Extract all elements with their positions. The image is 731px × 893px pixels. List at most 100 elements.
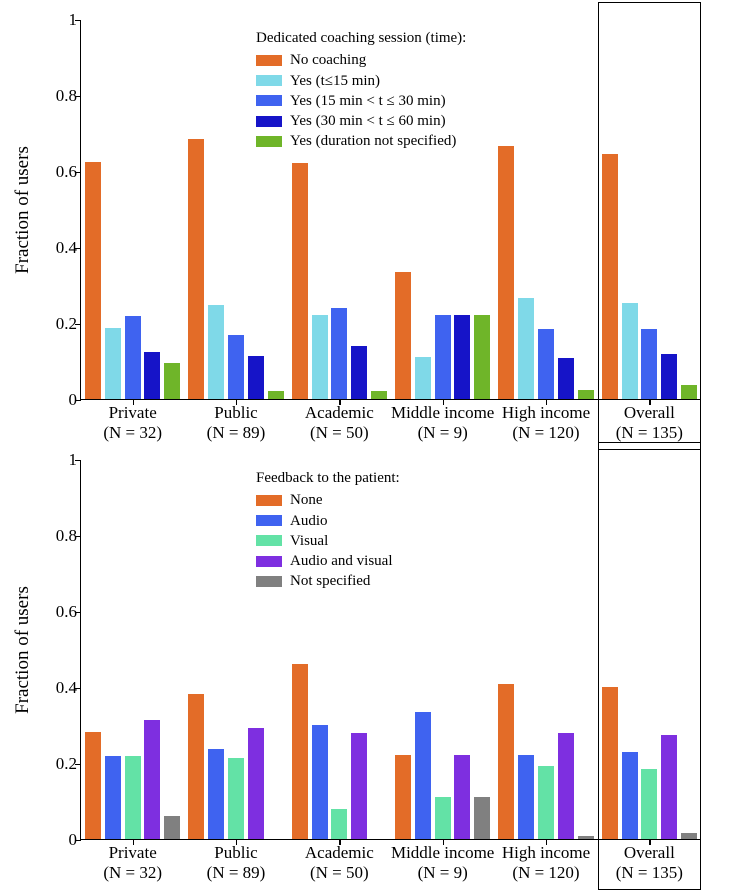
bar — [292, 664, 308, 839]
bar — [268, 391, 284, 399]
bar — [578, 836, 594, 839]
legend-item: None — [256, 490, 400, 510]
legend-label: No coaching — [290, 50, 366, 70]
bar — [518, 298, 534, 399]
ytick-label: 1 — [39, 450, 77, 470]
bar — [188, 694, 204, 839]
bar — [312, 315, 328, 399]
bar — [474, 315, 490, 399]
bar — [208, 749, 224, 839]
bar — [248, 356, 264, 399]
legend-item: Audio — [256, 511, 400, 531]
bar — [395, 755, 411, 839]
bar — [248, 728, 264, 839]
legend-label: Yes (30 min < t ≤ 60 min) — [290, 111, 446, 131]
legend-label: Yes (duration not specified) — [290, 131, 456, 151]
bar — [602, 154, 618, 399]
legend-label: Audio — [290, 511, 328, 531]
legend: Dedicated coaching session (time):No coa… — [256, 28, 466, 152]
bar — [661, 735, 677, 840]
legend-swatch — [256, 55, 282, 66]
bar — [351, 346, 367, 399]
legend-item: Audio and visual — [256, 551, 400, 571]
bar — [85, 162, 101, 400]
ytick-label: 0.6 — [39, 162, 77, 182]
bar — [454, 755, 470, 839]
bar — [105, 328, 121, 399]
ytick-label: 0.4 — [39, 238, 77, 258]
bar — [454, 315, 470, 399]
bar — [558, 733, 574, 839]
bar — [125, 316, 141, 399]
bar — [622, 752, 638, 839]
bar — [518, 755, 534, 839]
bar — [144, 352, 160, 400]
legend-title: Dedicated coaching session (time): — [256, 28, 466, 48]
bar — [661, 354, 677, 399]
bar — [538, 329, 554, 399]
legend-swatch — [256, 95, 282, 106]
bar — [292, 163, 308, 399]
bar — [85, 732, 101, 839]
y-axis-label: Fraction of users — [12, 586, 34, 714]
ytick-label: 1 — [39, 10, 77, 30]
bar — [371, 391, 387, 399]
legend-label: None — [290, 490, 323, 510]
legend-title: Feedback to the patient: — [256, 468, 400, 488]
bar — [188, 139, 204, 399]
bar — [208, 305, 224, 399]
bar — [415, 357, 431, 399]
bar — [681, 833, 697, 839]
bar — [474, 797, 490, 839]
bar — [538, 766, 554, 839]
figure-container: 00.20.40.60.81Fraction of usersPrivate(N… — [0, 0, 731, 893]
bar — [558, 358, 574, 399]
plot-area: 00.20.40.60.81Fraction of usersPrivate(N… — [80, 460, 700, 840]
legend-swatch — [256, 136, 282, 147]
ytick-label: 0.8 — [39, 86, 77, 106]
bar — [144, 720, 160, 839]
bar — [395, 272, 411, 399]
legend-item: Yes (duration not specified) — [256, 131, 466, 151]
bar — [105, 756, 121, 839]
bar — [312, 725, 328, 839]
bar — [641, 329, 657, 399]
bar — [622, 303, 638, 399]
legend-item: Yes (t≤15 min) — [256, 71, 466, 91]
ytick-label: 0.6 — [39, 602, 77, 622]
ytick-label: 0.2 — [39, 754, 77, 774]
legend-swatch — [256, 116, 282, 127]
legend-swatch — [256, 75, 282, 86]
xtick-label: Overall — [579, 843, 719, 863]
bar — [331, 809, 347, 839]
legend-swatch — [256, 576, 282, 587]
legend-label: Visual — [290, 531, 328, 551]
legend-swatch — [256, 495, 282, 506]
legend-item: No coaching — [256, 50, 466, 70]
bar — [228, 758, 244, 839]
bar — [164, 363, 180, 399]
chart-panel-bottom: 00.20.40.60.81Fraction of usersPrivate(N… — [80, 460, 700, 840]
xtick-sublabel: (N = 135) — [579, 423, 719, 443]
legend: Feedback to the patient:NoneAudioVisualA… — [256, 468, 400, 592]
xtick-label: Overall — [579, 403, 719, 423]
bar — [331, 308, 347, 399]
chart-panel-top: 00.20.40.60.81Fraction of usersPrivate(N… — [80, 20, 700, 400]
bar — [498, 146, 514, 399]
bar — [641, 769, 657, 839]
y-axis-label: Fraction of users — [12, 146, 34, 274]
bar — [498, 684, 514, 839]
legend-label: Yes (15 min < t ≤ 30 min) — [290, 91, 446, 111]
bar — [435, 797, 451, 839]
bar — [228, 335, 244, 399]
legend-swatch — [256, 556, 282, 567]
legend-swatch — [256, 535, 282, 546]
bar — [578, 390, 594, 400]
legend-item: Visual — [256, 531, 400, 551]
legend-item: Yes (30 min < t ≤ 60 min) — [256, 111, 466, 131]
bar — [602, 687, 618, 839]
legend-item: Yes (15 min < t ≤ 30 min) — [256, 91, 466, 111]
bar — [164, 816, 180, 839]
legend-label: Yes (t≤15 min) — [290, 71, 380, 91]
ytick-label: 0.8 — [39, 526, 77, 546]
